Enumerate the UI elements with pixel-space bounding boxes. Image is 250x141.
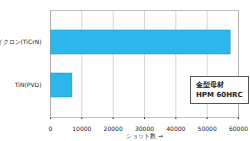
svg-text:30000: 30000 [135,124,154,132]
svg-text:40000: 40000 [166,125,185,132]
svg-text:20000: 20000 [104,125,123,132]
html-text:金型母材: 金型母材 [196,81,224,89]
html-text:HPM 60HRC: HPM 60HRC [196,91,243,99]
svg-text:60000: 60000 [229,125,248,132]
svg-text:ショット数 →: ショット数 → [126,132,163,139]
svg-text:タイクロン(TiCrN): タイクロン(TiCrN) [0,38,42,45]
svg-text:0: 0 [49,125,53,132]
svg-text:10000: 10000 [72,125,91,132]
svg-text:50000: 50000 [198,125,217,132]
svg-text:TiN(PVD): TiN(PVD) [14,81,42,88]
